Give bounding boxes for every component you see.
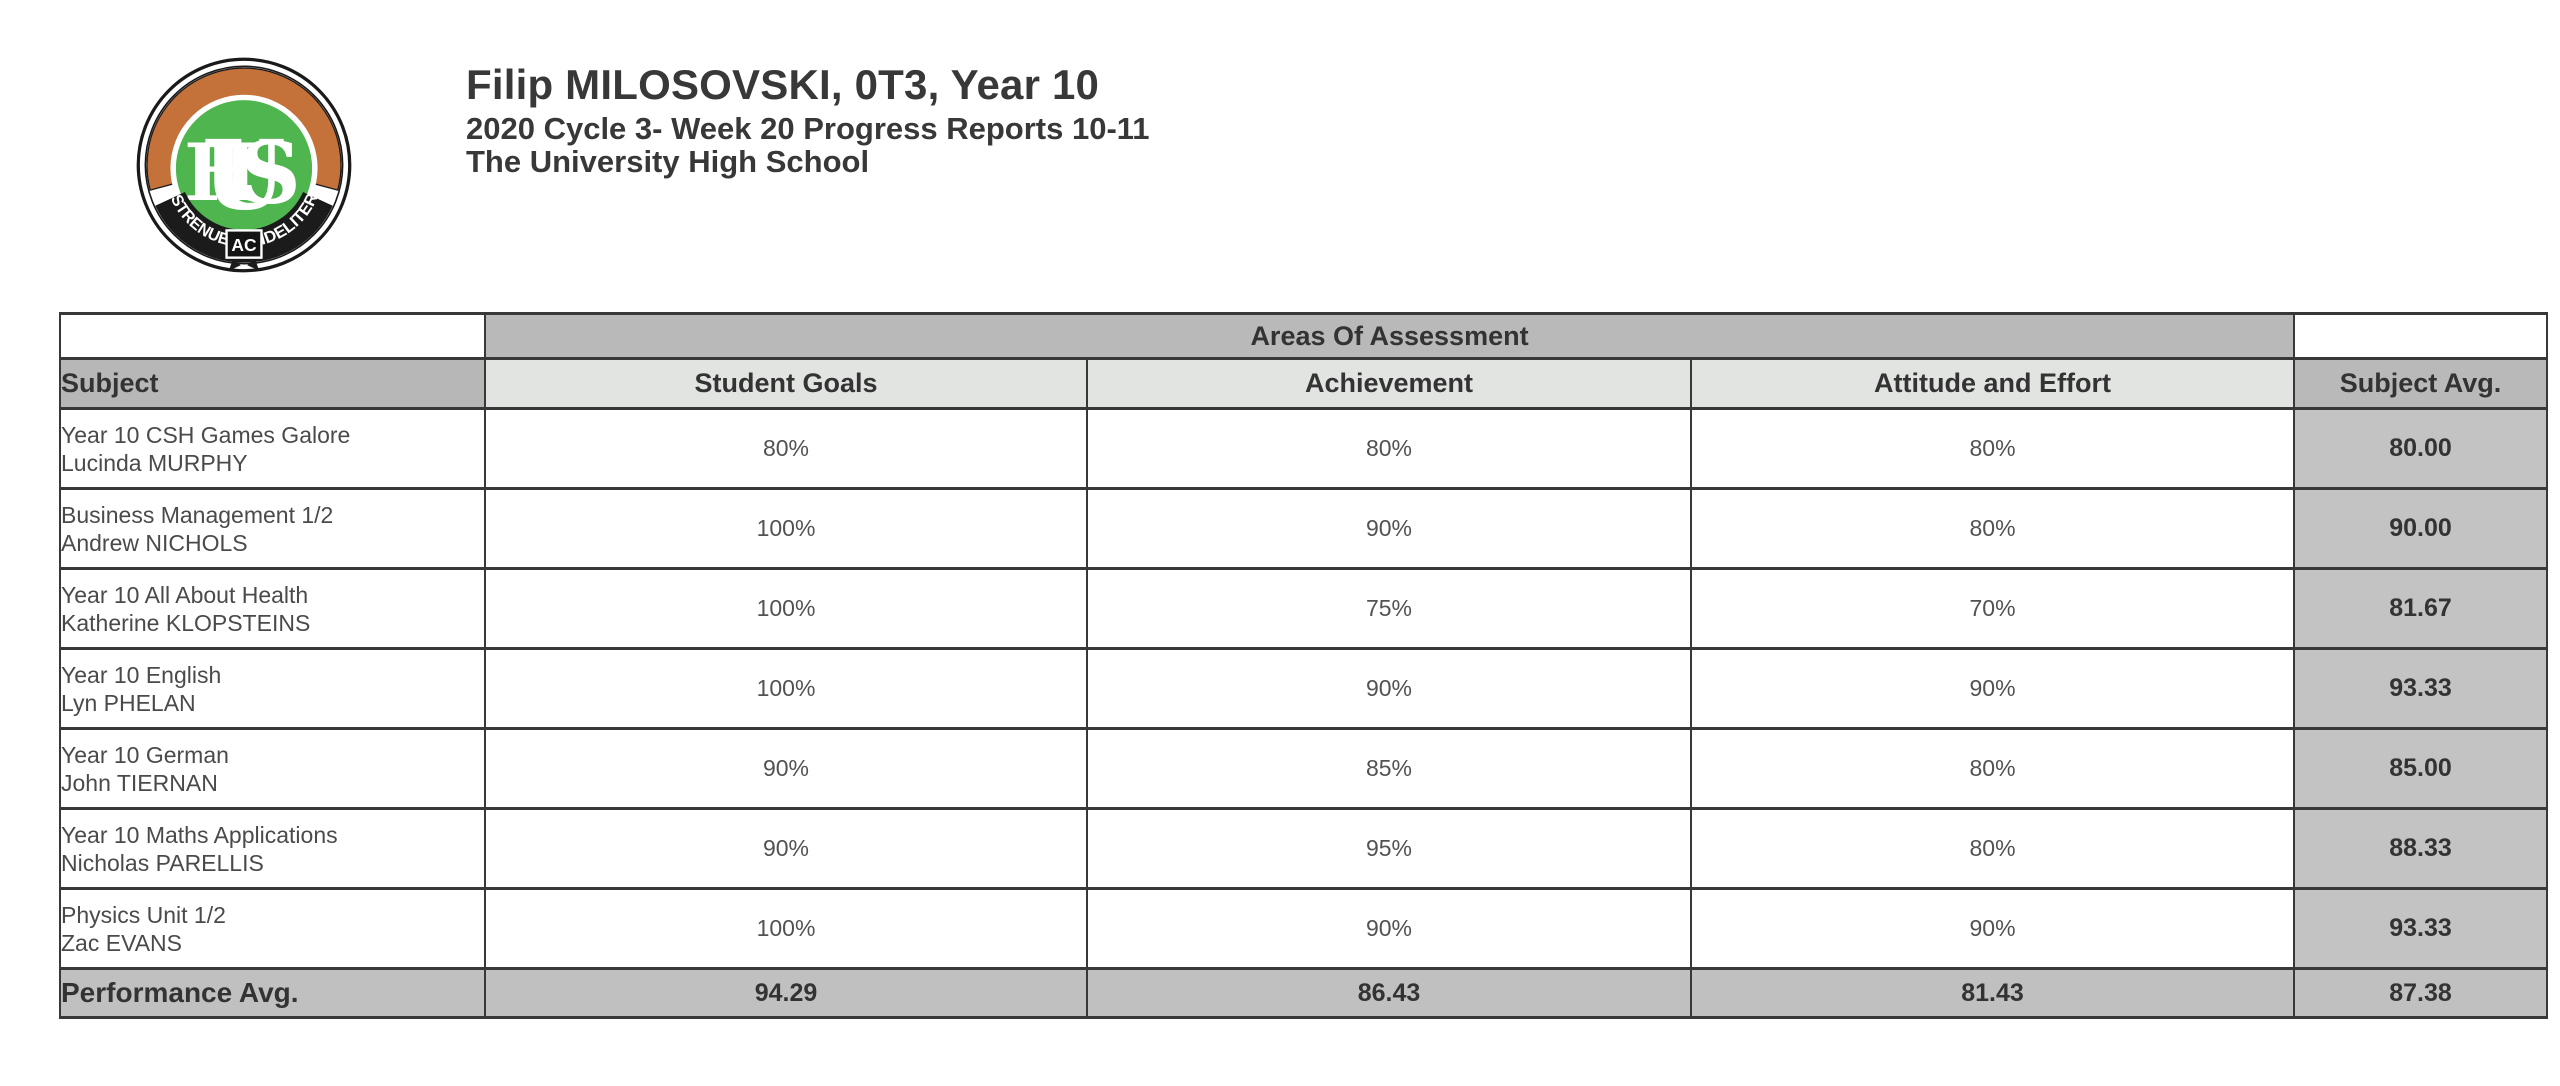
subject-cell: Physics Unit 1/2 Zac EVANS bbox=[59, 887, 486, 970]
report-header: Filip MILOSOVSKI, 0T3, Year 10 2020 Cycl… bbox=[466, 61, 1150, 179]
monogram-letter-s: S bbox=[239, 124, 300, 224]
crest-motto-band bbox=[155, 191, 333, 263]
achievement-cell: 85% bbox=[1086, 727, 1692, 810]
student-goals-cell: 80% bbox=[484, 407, 1088, 490]
performance-avg-attitude-effort: 81.43 bbox=[1689, 967, 2296, 1019]
student-goals-cell: 90% bbox=[484, 727, 1088, 810]
column-header-achievement: Achievement bbox=[1086, 357, 1692, 410]
subject-cell: Year 10 All About Health Katherine KLOPS… bbox=[59, 567, 486, 650]
crest-monogram: H U S bbox=[184, 119, 301, 232]
subject-avg-cell: 88.33 bbox=[2293, 807, 2549, 890]
student-title: Filip MILOSOVSKI, 0T3, Year 10 bbox=[466, 61, 1100, 108]
school-crest-logo: H U S STRENUE FIDELITER AC bbox=[136, 57, 352, 273]
subject-name: Year 10 Maths Applications bbox=[61, 821, 338, 848]
subject-name: Physics Unit 1/2 bbox=[61, 901, 226, 928]
achievement-cell: 95% bbox=[1086, 807, 1692, 890]
teacher-name: Lyn PHELAN bbox=[61, 689, 196, 716]
table-row: Year 10 Maths Applications Nicholas PARE… bbox=[59, 807, 2549, 890]
crest-ac-box bbox=[225, 229, 263, 259]
subject-name: Business Management 1/2 bbox=[61, 501, 334, 528]
crest-ribbon-tail-left bbox=[228, 258, 241, 271]
subject-name: Year 10 English bbox=[61, 661, 222, 688]
subject-cell: Business Management 1/2 Andrew NICHOLS bbox=[59, 487, 486, 570]
subject-cell: Year 10 English Lyn PHELAN bbox=[59, 647, 486, 730]
teacher-name: Nicholas PARELLIS bbox=[61, 849, 264, 876]
subject-avg-cell: 90.00 bbox=[2293, 487, 2549, 570]
motto-word-ac: AC bbox=[231, 235, 257, 255]
subject-name: Year 10 All About Health bbox=[61, 581, 309, 608]
monogram-letter-h: H bbox=[184, 126, 258, 219]
subject-cell: Year 10 German John TIERNAN bbox=[59, 727, 486, 810]
column-header-attitude-effort: Attitude and Effort bbox=[1689, 357, 2296, 410]
student-goals-cell: 100% bbox=[484, 487, 1088, 570]
student-goals-cell: 100% bbox=[484, 567, 1088, 650]
areas-of-assessment-row: Areas Of Assessment bbox=[59, 312, 2549, 360]
performance-avg-subject-avg: 87.38 bbox=[2293, 967, 2549, 1019]
attitude-effort-cell: 80% bbox=[1689, 487, 2296, 570]
subject-cell: Year 10 Maths Applications Nicholas PARE… bbox=[59, 807, 486, 890]
teacher-name: Andrew NICHOLS bbox=[61, 529, 248, 556]
teacher-name: Katherine KLOPSTEINS bbox=[61, 609, 311, 636]
achievement-cell: 80% bbox=[1086, 407, 1692, 490]
school-name: The University High School bbox=[466, 144, 870, 179]
subject-avg-cell: 80.00 bbox=[2293, 407, 2549, 490]
areas-of-assessment-header: Areas Of Assessment bbox=[483, 312, 2296, 360]
subject-avg-cell: 85.00 bbox=[2293, 727, 2549, 810]
column-header-subject-avg: Subject Avg. bbox=[2293, 357, 2549, 410]
areas-left-spacer bbox=[59, 312, 486, 360]
teacher-name: Zac EVANS bbox=[61, 929, 182, 956]
assessment-table: Areas Of Assessment Subject Student Goal… bbox=[59, 312, 2549, 1019]
subject-avg-cell: 93.33 bbox=[2293, 887, 2549, 970]
column-header-subject: Subject bbox=[59, 357, 486, 410]
achievement-cell: 90% bbox=[1086, 647, 1692, 730]
performance-avg-achievement: 86.43 bbox=[1086, 967, 1692, 1019]
monogram-letter-u: U bbox=[202, 119, 286, 232]
attitude-effort-cell: 80% bbox=[1689, 407, 2296, 490]
attitude-effort-cell: 80% bbox=[1689, 727, 2296, 810]
achievement-cell: 90% bbox=[1086, 487, 1692, 570]
attitude-effort-cell: 70% bbox=[1689, 567, 2296, 650]
subject-avg-cell: 81.67 bbox=[2293, 567, 2549, 650]
table-row: Year 10 All About Health Katherine KLOPS… bbox=[59, 567, 2549, 650]
attitude-effort-cell: 90% bbox=[1689, 647, 2296, 730]
achievement-cell: 90% bbox=[1086, 887, 1692, 970]
attitude-effort-cell: 80% bbox=[1689, 807, 2296, 890]
report-title: 2020 Cycle 3- Week 20 Progress Reports 1… bbox=[466, 111, 1150, 146]
column-header-row: Subject Student Goals Achievement Attitu… bbox=[59, 357, 2549, 410]
performance-avg-student-goals: 94.29 bbox=[484, 967, 1088, 1019]
subject-avg-cell: 93.33 bbox=[2293, 647, 2549, 730]
table-row: Physics Unit 1/2 Zac EVANS 100% 90% 90% … bbox=[59, 887, 2549, 970]
performance-avg-row: Performance Avg. 94.29 86.43 81.43 87.38 bbox=[59, 967, 2549, 1019]
table-row: Year 10 English Lyn PHELAN 100% 90% 90% … bbox=[59, 647, 2549, 730]
teacher-name: Lucinda MURPHY bbox=[61, 449, 248, 476]
subject-name: Year 10 German bbox=[61, 741, 229, 768]
areas-right-spacer bbox=[2293, 312, 2549, 360]
student-goals-cell: 90% bbox=[484, 807, 1088, 890]
table-row: Business Management 1/2 Andrew NICHOLS 1… bbox=[59, 487, 2549, 570]
column-header-student-goals: Student Goals bbox=[484, 357, 1088, 410]
crest-ribbon-tail-right bbox=[247, 258, 260, 271]
subject-name: Year 10 CSH Games Galore bbox=[61, 421, 351, 448]
student-goals-cell: 100% bbox=[484, 647, 1088, 730]
subject-cell: Year 10 CSH Games Galore Lucinda MURPHY bbox=[59, 407, 486, 490]
teacher-name: John TIERNAN bbox=[61, 769, 218, 796]
table-row: Year 10 German John TIERNAN 90% 85% 80% … bbox=[59, 727, 2549, 810]
achievement-cell: 75% bbox=[1086, 567, 1692, 650]
table-row: Year 10 CSH Games Galore Lucinda MURPHY … bbox=[59, 407, 2549, 490]
attitude-effort-cell: 90% bbox=[1689, 887, 2296, 970]
performance-avg-label: Performance Avg. bbox=[59, 967, 486, 1019]
student-goals-cell: 100% bbox=[484, 887, 1088, 970]
